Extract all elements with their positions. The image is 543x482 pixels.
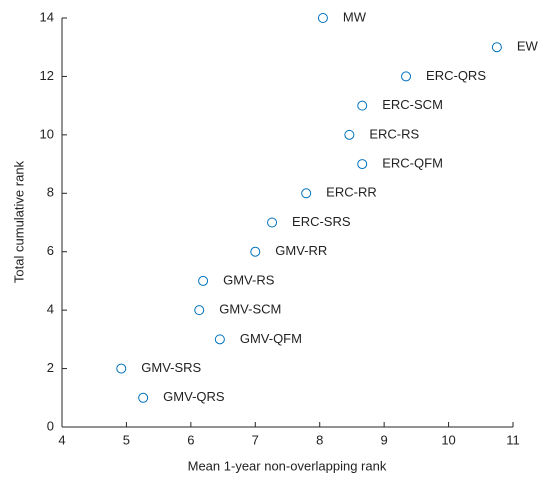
y-tick-label: 2	[47, 360, 54, 375]
point	[198, 275, 209, 286]
point-label: GMV-SCM	[219, 302, 281, 317]
point	[357, 100, 368, 111]
point-label: GMV-QRS	[163, 389, 225, 404]
y-tick-label: 10	[40, 126, 54, 141]
point	[401, 71, 412, 82]
x-tick-label: 4	[58, 432, 65, 447]
point	[491, 42, 502, 53]
y-tick-label: 8	[47, 185, 54, 200]
point	[357, 159, 368, 170]
point	[116, 363, 127, 374]
x-tick-label: 10	[441, 432, 455, 447]
y-tick-label: 4	[47, 302, 54, 317]
point-label: GMV-RS	[223, 272, 275, 287]
x-tick-label: 6	[187, 432, 194, 447]
point-label: GMV-SRS	[141, 360, 201, 375]
x-tick-label: 5	[123, 432, 130, 447]
point	[214, 334, 225, 345]
point-label: ERC-RS	[369, 126, 419, 141]
point-label: EW	[517, 39, 539, 54]
point-label: GMV-RR	[275, 243, 327, 258]
x-axis-label: Mean 1-year non-overlapping rank	[188, 458, 387, 473]
point	[317, 13, 328, 23]
y-tick-label: 6	[47, 243, 54, 258]
point	[138, 392, 149, 403]
y-axis-label: Total cumulative rank	[11, 160, 26, 283]
point	[267, 217, 278, 228]
x-tick-label: 9	[381, 432, 388, 447]
x-tick-label: 11	[506, 432, 520, 447]
point-label: ERC-SCM	[382, 97, 443, 112]
point	[301, 188, 312, 199]
point	[194, 305, 205, 316]
point-label: ERC-QRS	[426, 68, 486, 83]
y-tick-label: 14	[40, 9, 54, 24]
point-label: GMV-QFM	[240, 331, 302, 346]
x-tick-label: 7	[252, 432, 259, 447]
point-label: ERC-SRS	[292, 214, 351, 229]
point-label: ERC-RR	[326, 185, 377, 200]
y-tick-label: 12	[40, 68, 54, 83]
x-tick-label: 8	[316, 432, 323, 447]
point	[344, 129, 355, 140]
point	[250, 246, 261, 257]
point-label: ERC-QFM	[382, 156, 443, 171]
y-tick-label: 0	[47, 418, 54, 433]
point-label: MW	[343, 9, 367, 24]
